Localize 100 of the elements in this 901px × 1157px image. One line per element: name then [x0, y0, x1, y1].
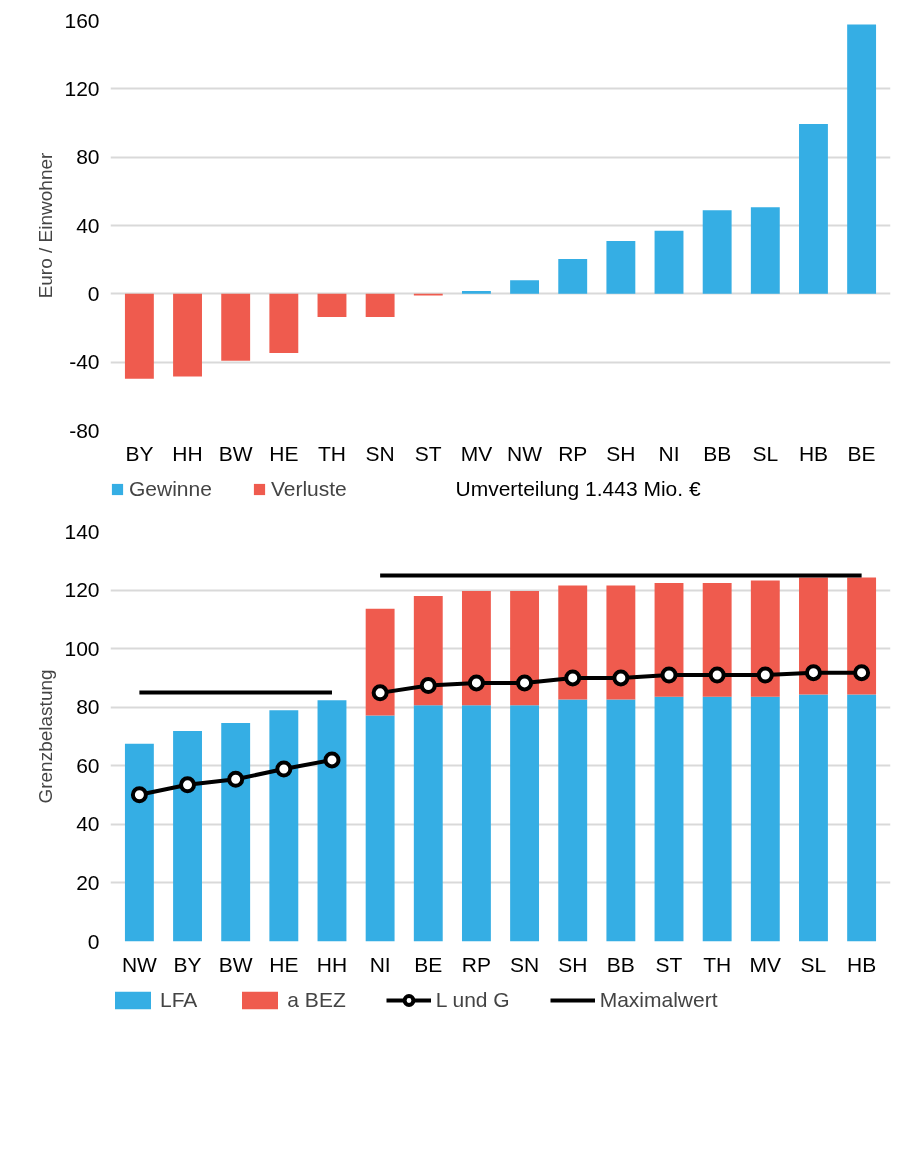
legend-label: L und G	[435, 988, 510, 1012]
x-tick-label: TH	[317, 441, 346, 465]
x-tick-label: BE	[414, 952, 443, 976]
x-tick-label: MV	[460, 441, 493, 465]
bar	[702, 210, 732, 294]
bar	[510, 705, 540, 942]
y-tick-label: 40	[76, 213, 100, 237]
point	[275, 760, 293, 778]
point	[660, 666, 678, 684]
bar	[413, 595, 443, 706]
x-tick-label: BB	[606, 952, 635, 976]
bar	[221, 723, 251, 942]
y-tick-label: 100	[64, 636, 100, 660]
x-tick-label: BY	[125, 441, 154, 465]
bar	[558, 258, 588, 294]
bar	[799, 694, 828, 942]
y-tick-label: 80	[76, 145, 100, 169]
bar	[750, 207, 780, 294]
bar	[365, 608, 395, 716]
y-tick-label: 80	[76, 695, 100, 719]
y-tick-label: 140	[64, 519, 100, 543]
bar	[654, 230, 684, 294]
bar	[365, 715, 395, 942]
bar	[461, 291, 491, 294]
text: Umverteilung 1.443 Mio. €	[455, 476, 701, 500]
x-tick-label: BB	[703, 441, 732, 465]
bar	[702, 696, 732, 942]
bar	[558, 699, 588, 942]
bar	[799, 124, 828, 294]
bar	[606, 699, 636, 942]
bar	[606, 241, 636, 294]
bar	[654, 583, 684, 697]
bar	[317, 293, 347, 317]
point	[179, 776, 197, 794]
bar	[847, 24, 877, 294]
y-tick-label: 120	[64, 76, 100, 100]
point	[564, 669, 582, 687]
bar	[750, 696, 780, 942]
x-tick-label: SN	[509, 952, 540, 976]
x-tick-label: HE	[269, 952, 299, 976]
x-tick-label: HH	[316, 952, 348, 976]
point	[804, 664, 822, 682]
x-tick-label: ST	[414, 441, 442, 465]
point	[371, 684, 389, 702]
x-tick-label: SN	[365, 441, 395, 465]
x-tick-label: HH	[172, 441, 203, 465]
bar	[461, 705, 491, 942]
bar	[365, 293, 395, 317]
point	[708, 666, 726, 684]
bar	[173, 730, 202, 942]
x-tick-label: RP	[558, 441, 588, 465]
x-tick-label: NI	[369, 952, 391, 976]
x-tick-label: HB	[847, 952, 877, 976]
x-tick-label: ST	[655, 952, 683, 976]
x-tick-label: HB	[798, 441, 829, 465]
legend-label: a BEZ	[287, 988, 346, 1012]
y-tick-label: 160	[64, 8, 100, 32]
y-tick-label: 60	[76, 753, 100, 777]
legend-label: Gewinne	[129, 477, 212, 501]
point	[612, 669, 630, 687]
bar	[702, 583, 732, 697]
legend-label: LFA	[160, 988, 198, 1012]
bar	[654, 696, 684, 942]
point	[756, 666, 774, 684]
bar	[510, 590, 540, 706]
bar	[269, 710, 299, 942]
point	[227, 770, 245, 788]
legend-label: Maximalwert	[599, 988, 718, 1012]
bar	[606, 585, 636, 700]
x-tick-label: SL	[752, 441, 779, 465]
bar	[847, 577, 877, 695]
x-tick-label: BY	[173, 952, 202, 976]
bar	[269, 293, 299, 353]
bar	[558, 585, 588, 700]
y-tick-label: -80	[69, 418, 100, 442]
bar	[124, 743, 154, 942]
y-tick-label: 120	[64, 578, 100, 602]
y-tick-label: 0	[87, 281, 100, 305]
x-tick-label: SH	[606, 441, 636, 465]
x-tick-label: BE	[847, 441, 876, 465]
x-tick-label: TH	[703, 952, 732, 976]
bar	[124, 293, 154, 379]
x-tick-label: NW	[507, 441, 543, 465]
y-axis-title: Euro / Einwohner	[35, 151, 57, 299]
x-tick-label: BW	[218, 952, 253, 976]
x-tick-label: SL	[800, 952, 827, 976]
bar	[413, 705, 443, 942]
x-tick-label: MV	[749, 952, 782, 976]
y-tick-label: 20	[76, 870, 100, 894]
point	[516, 674, 534, 692]
x-tick-label: NI	[658, 441, 680, 465]
bar	[799, 577, 828, 695]
x-tick-label: SH	[558, 952, 588, 976]
x-tick-label: NW	[121, 952, 158, 976]
point	[853, 664, 871, 682]
point	[130, 786, 148, 804]
bar	[750, 580, 780, 697]
y-tick-label: 0	[87, 929, 100, 953]
bar	[221, 293, 251, 361]
bar	[461, 590, 491, 706]
